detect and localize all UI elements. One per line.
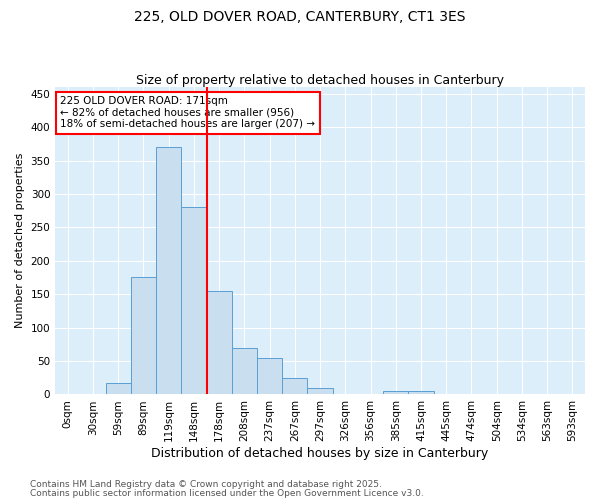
Text: Contains HM Land Registry data © Crown copyright and database right 2025.: Contains HM Land Registry data © Crown c… — [30, 480, 382, 489]
Title: Size of property relative to detached houses in Canterbury: Size of property relative to detached ho… — [136, 74, 504, 87]
Bar — [409, 391, 434, 394]
Bar — [383, 391, 409, 394]
Text: 225 OLD DOVER ROAD: 171sqm
← 82% of detached houses are smaller (956)
18% of sem: 225 OLD DOVER ROAD: 171sqm ← 82% of deta… — [61, 96, 316, 130]
Bar — [282, 378, 307, 394]
X-axis label: Distribution of detached houses by size in Canterbury: Distribution of detached houses by size … — [151, 447, 489, 460]
Bar — [131, 278, 156, 394]
Text: Contains public sector information licensed under the Open Government Licence v3: Contains public sector information licen… — [30, 488, 424, 498]
Bar — [206, 291, 232, 395]
Bar — [307, 388, 332, 394]
Bar — [257, 358, 282, 394]
Text: 225, OLD DOVER ROAD, CANTERBURY, CT1 3ES: 225, OLD DOVER ROAD, CANTERBURY, CT1 3ES — [134, 10, 466, 24]
Bar — [232, 348, 257, 395]
Bar — [156, 147, 181, 394]
Bar — [181, 208, 206, 394]
Y-axis label: Number of detached properties: Number of detached properties — [15, 153, 25, 328]
Bar — [106, 383, 131, 394]
